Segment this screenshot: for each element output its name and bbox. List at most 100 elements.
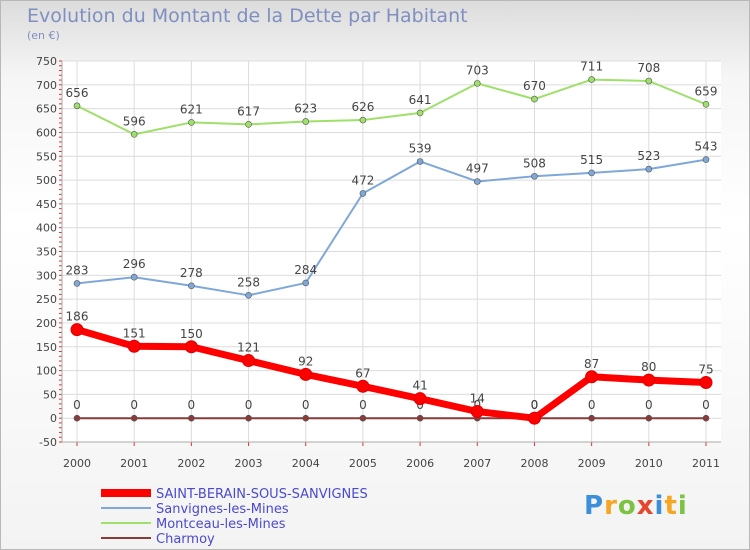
data-point bbox=[416, 414, 424, 422]
data-point bbox=[588, 169, 595, 177]
data-point bbox=[702, 101, 710, 108]
data-point bbox=[184, 340, 198, 354]
data-point bbox=[645, 414, 653, 422]
data-label: 703 bbox=[466, 63, 489, 77]
data-point bbox=[473, 178, 481, 185]
x-tick-label: 2010 bbox=[635, 457, 663, 470]
data-label: 0 bbox=[588, 398, 596, 412]
data-point bbox=[302, 279, 310, 287]
data-label: 80 bbox=[641, 360, 656, 374]
data-label: 186 bbox=[66, 310, 89, 324]
x-tick-label: 2008 bbox=[520, 457, 548, 470]
data-label: 0 bbox=[416, 398, 424, 412]
data-label: 659 bbox=[695, 84, 718, 98]
data-point bbox=[585, 370, 599, 384]
logo-letter: x bbox=[636, 491, 655, 521]
data-point bbox=[130, 131, 138, 138]
x-tick-label: 2007 bbox=[463, 457, 491, 470]
data-point bbox=[73, 414, 81, 422]
data-label: 711 bbox=[580, 60, 603, 74]
data-point bbox=[702, 414, 710, 422]
y-tick-label: 350 bbox=[36, 246, 57, 259]
x-tick-label: 2009 bbox=[578, 457, 606, 470]
logo-letter: t bbox=[664, 491, 678, 521]
data-point bbox=[645, 165, 653, 173]
data-label: 543 bbox=[695, 140, 718, 154]
data-point bbox=[531, 95, 538, 103]
data-label: 121 bbox=[237, 341, 260, 355]
y-tick-label: 200 bbox=[36, 317, 57, 330]
x-tick-label: 2005 bbox=[349, 457, 377, 470]
data-label: 508 bbox=[523, 156, 546, 170]
x-tick-label: 2000 bbox=[63, 457, 91, 470]
data-label: 150 bbox=[180, 327, 203, 341]
data-point bbox=[245, 121, 252, 128]
legend-label: Charmoy bbox=[156, 532, 215, 547]
y-tick-label: -50 bbox=[39, 436, 57, 449]
data-label: 0 bbox=[359, 398, 367, 412]
data-label: 0 bbox=[531, 398, 539, 412]
data-label: 151 bbox=[123, 326, 146, 340]
x-tick-label: 2003 bbox=[235, 457, 263, 470]
data-label: 0 bbox=[188, 398, 196, 412]
x-tick-label: 2004 bbox=[292, 457, 320, 470]
data-point bbox=[73, 102, 81, 110]
data-label: 626 bbox=[351, 100, 374, 114]
data-label: 258 bbox=[237, 275, 260, 289]
y-tick-label: 550 bbox=[36, 150, 57, 163]
logo-letter: P bbox=[584, 491, 605, 521]
data-point bbox=[302, 118, 310, 125]
data-point bbox=[73, 280, 81, 287]
data-label: 67 bbox=[355, 366, 370, 380]
proxiti-logo: Proxiti bbox=[584, 491, 688, 521]
x-tick-label: 2011 bbox=[692, 457, 720, 470]
data-label: 0 bbox=[245, 398, 253, 412]
y-tick-label: 700 bbox=[36, 79, 57, 92]
data-point bbox=[588, 76, 595, 83]
data-point bbox=[699, 375, 713, 389]
data-point bbox=[702, 156, 710, 163]
data-label: 87 bbox=[584, 357, 599, 371]
data-point bbox=[70, 323, 84, 337]
data-label: 0 bbox=[645, 398, 653, 412]
data-point bbox=[359, 414, 367, 422]
data-label: 14 bbox=[470, 392, 485, 406]
data-label: 0 bbox=[531, 398, 539, 412]
data-label: 623 bbox=[294, 101, 317, 115]
data-label: 278 bbox=[180, 266, 203, 280]
data-point bbox=[302, 414, 310, 422]
y-tick-label: 300 bbox=[36, 269, 57, 282]
data-point bbox=[416, 109, 424, 117]
data-label: 617 bbox=[237, 104, 260, 118]
data-point bbox=[188, 414, 195, 422]
data-point bbox=[130, 273, 138, 281]
series-line-1 bbox=[76, 158, 707, 297]
series-line-2 bbox=[76, 78, 707, 136]
chart-unit: (en €) bbox=[27, 29, 60, 42]
data-label: 296 bbox=[123, 257, 146, 271]
chart-title: Evolution du Montant de la Dette par Hab… bbox=[27, 5, 468, 27]
data-point bbox=[645, 77, 653, 85]
x-tick-label: 2002 bbox=[177, 457, 205, 470]
legend-label: Montceau-les-Mines bbox=[156, 517, 286, 532]
data-label: 41 bbox=[412, 379, 427, 393]
y-tick-label: 400 bbox=[36, 222, 57, 235]
y-tick-label: 750 bbox=[36, 55, 57, 68]
data-label: 283 bbox=[66, 263, 89, 277]
data-point bbox=[245, 292, 252, 299]
data-label: 641 bbox=[409, 93, 432, 107]
data-label: 0 bbox=[73, 398, 81, 412]
y-tick-label: 600 bbox=[36, 126, 57, 139]
data-label: 0 bbox=[302, 398, 310, 412]
logo-letter: r bbox=[604, 491, 618, 521]
data-point bbox=[127, 339, 141, 353]
logo-letter: o bbox=[617, 491, 637, 521]
data-label: 75 bbox=[698, 362, 713, 376]
x-tick-label: 2006 bbox=[406, 457, 434, 470]
data-point bbox=[130, 414, 138, 422]
data-point bbox=[413, 392, 427, 406]
logo-letter: i bbox=[654, 491, 665, 521]
y-tick-label: 0 bbox=[50, 412, 57, 425]
